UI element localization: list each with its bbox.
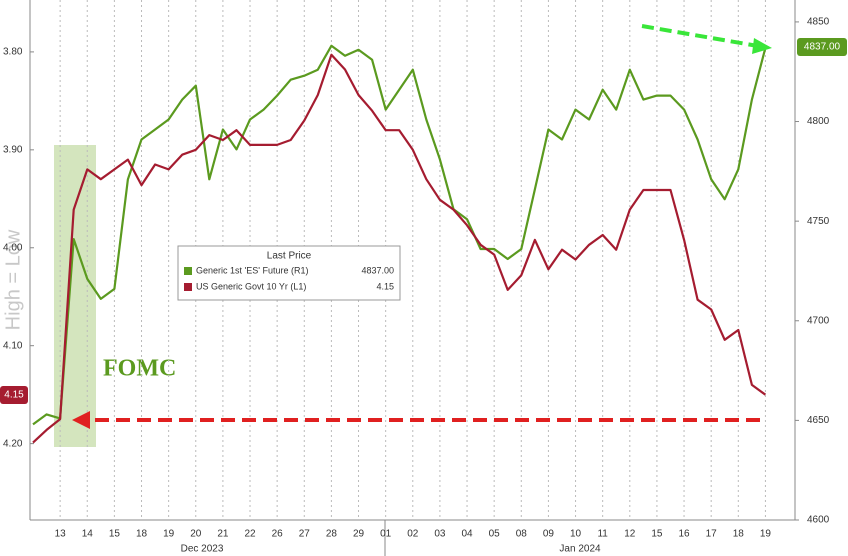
x-tick-label: 15: [651, 529, 663, 540]
x-tick-label: 03: [434, 529, 446, 540]
x-tick-label: 05: [489, 529, 501, 540]
x-tick-label: 14: [82, 529, 94, 540]
x-tick-label: 29: [353, 529, 365, 540]
legend-swatch: [184, 283, 192, 291]
legend: Last Price Generic 1st 'ES' Future (R1) …: [177, 245, 401, 301]
y-tick-label: 4.20: [3, 438, 23, 449]
x-tick-label: 02: [407, 529, 419, 540]
y2-tick-label: 4850: [807, 17, 830, 28]
x-tick-label: 17: [706, 529, 718, 540]
legend-label: Generic 1st 'ES' Future (R1): [196, 265, 308, 275]
x-tick-label: 09: [543, 529, 555, 540]
x-tick-label: 28: [326, 529, 338, 540]
y-tick-label: 3.90: [3, 144, 23, 155]
y-tick-label: 4.00: [3, 242, 23, 253]
legend-value: 4.15: [376, 281, 394, 291]
x-tick-label: 18: [733, 529, 745, 540]
legend-label: US Generic Govt 10 Yr (L1): [196, 281, 306, 291]
x-tick-label: 18: [136, 529, 148, 540]
series-line: [32, 44, 767, 426]
x-tick-label: 16: [678, 529, 690, 540]
x-tick-label: 11: [597, 529, 608, 540]
x-tick-label: 19: [163, 529, 175, 540]
x-tick-label: 12: [624, 529, 636, 540]
x-tick-label: 15: [109, 529, 121, 540]
y2-tick-label: 4750: [807, 216, 830, 227]
last-price-tag: [797, 38, 847, 56]
arrow-head: [752, 38, 772, 54]
x-tick-label: 20: [190, 529, 202, 540]
series-line: [32, 53, 767, 444]
legend-value: 4837.00: [361, 265, 394, 275]
y2-tick-label: 4650: [807, 415, 830, 426]
x-group-label: Jan 2024: [559, 544, 601, 555]
last-price-label: 4837.00: [804, 42, 841, 53]
last-price-label: 4.15: [4, 390, 24, 401]
x-tick-label: 04: [461, 529, 473, 540]
x-tick-label: 26: [272, 529, 284, 540]
x-tick-label: 13: [55, 529, 67, 540]
x-tick-label: 10: [570, 529, 582, 540]
x-tick-label: 27: [299, 529, 311, 540]
y-tick-label: 4.10: [3, 340, 23, 351]
arrow: [641, 24, 759, 48]
x-tick-label: 08: [516, 529, 528, 540]
x-group-label: Dec 2023: [181, 544, 224, 555]
annotation: FOMC: [103, 356, 176, 382]
y2-tick-label: 4700: [807, 315, 830, 326]
legend-box: [177, 245, 401, 301]
y2-tick-label: 4600: [807, 515, 830, 526]
legend-swatch: [184, 267, 192, 275]
x-tick-label: 21: [217, 529, 229, 540]
y-tick-label: 3.80: [3, 47, 23, 58]
y2-tick-label: 4800: [807, 116, 830, 127]
x-tick-label: 19: [760, 529, 772, 540]
arrow-head: [72, 411, 90, 429]
x-tick-label: 22: [244, 529, 256, 540]
last-price-tag: [0, 386, 28, 404]
lines: [32, 44, 767, 444]
legend-title: Last Price: [267, 251, 312, 262]
x-tick-label: 01: [380, 529, 392, 540]
axis-label: High = Low: [2, 229, 24, 330]
